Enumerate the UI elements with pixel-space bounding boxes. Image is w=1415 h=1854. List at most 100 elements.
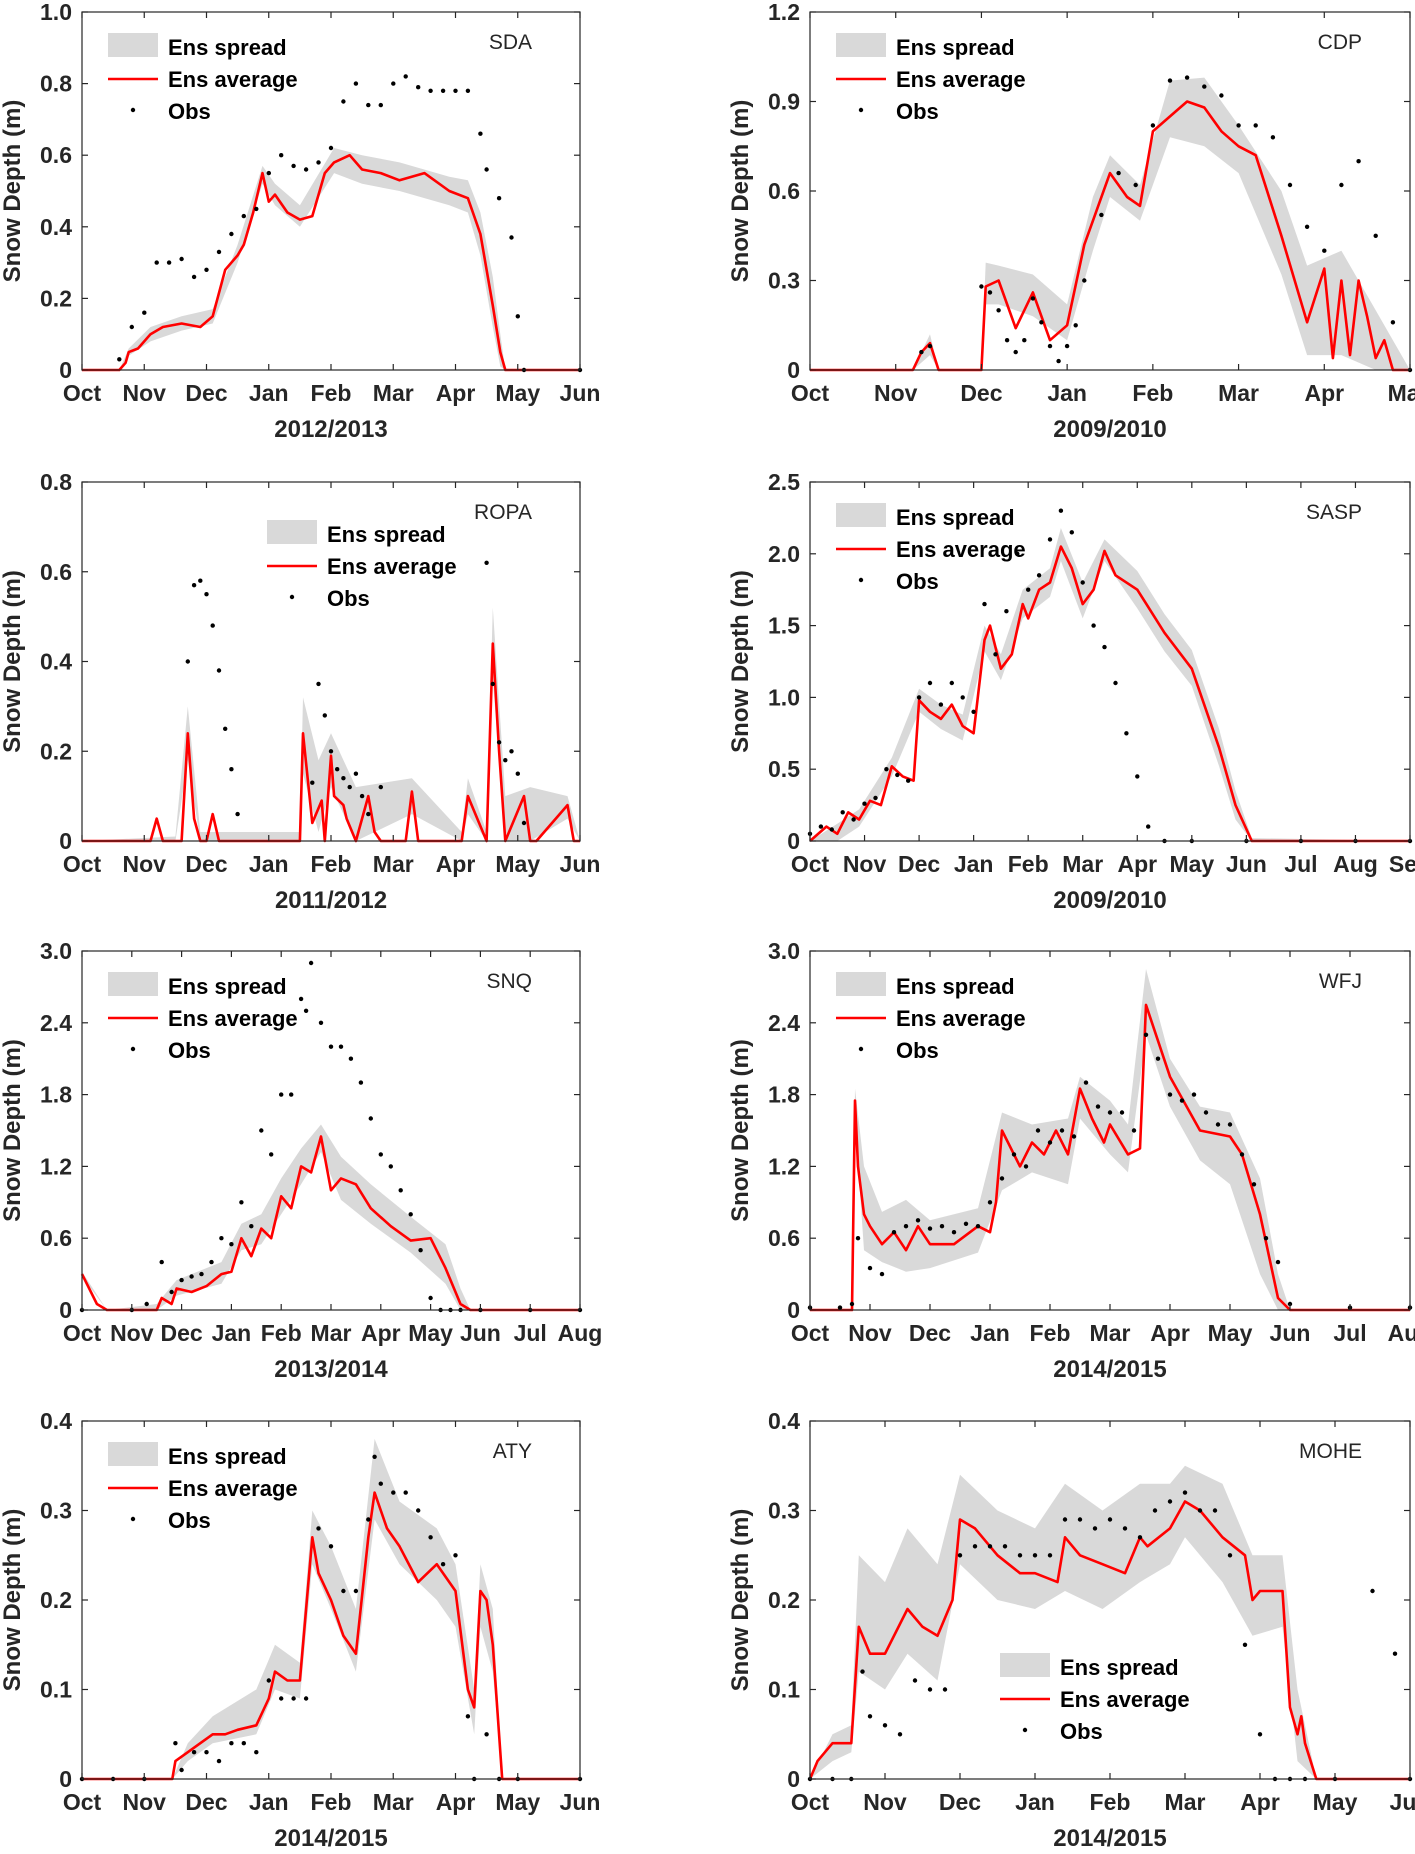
obs-point bbox=[453, 88, 458, 94]
obs-point bbox=[1219, 93, 1224, 98]
obs-point bbox=[1116, 170, 1121, 176]
obs-point bbox=[144, 1301, 149, 1307]
legend-label: Ens average bbox=[896, 67, 1026, 92]
x-tick-label: Oct bbox=[63, 380, 102, 406]
obs-point bbox=[328, 145, 334, 151]
site-label: CDP bbox=[1318, 31, 1362, 54]
obs-point bbox=[1227, 1122, 1233, 1127]
obs-point bbox=[1203, 1110, 1209, 1115]
y-tick-label: 0.5 bbox=[768, 756, 800, 782]
legend-spread-swatch bbox=[836, 33, 886, 57]
obs-point bbox=[1167, 1092, 1173, 1097]
obs-point bbox=[191, 1750, 197, 1755]
obs-point bbox=[204, 267, 209, 272]
x-tick-label: Jul bbox=[514, 1320, 547, 1346]
obs-point bbox=[1236, 123, 1241, 128]
legend-label: Ens average bbox=[327, 554, 457, 579]
x-tick-label: Feb bbox=[311, 1789, 352, 1815]
x-tick-label: Jan bbox=[1047, 380, 1087, 406]
obs-point bbox=[860, 1669, 865, 1674]
obs-point bbox=[1056, 358, 1061, 364]
x-tick-label: Dec bbox=[960, 380, 1002, 406]
obs-point bbox=[1191, 1092, 1197, 1097]
obs-point bbox=[303, 167, 309, 172]
obs-point bbox=[391, 1490, 396, 1495]
obs-point bbox=[179, 1767, 184, 1773]
obs-point bbox=[368, 1116, 373, 1121]
x-tick-label: Jan bbox=[212, 1320, 252, 1346]
obs-point bbox=[987, 1544, 993, 1549]
y-tick-label: 3.0 bbox=[768, 938, 800, 964]
site-label: MOHE bbox=[1299, 1440, 1362, 1463]
site-label: ROPA bbox=[474, 501, 532, 524]
x-tick-label: Apr bbox=[1150, 1320, 1190, 1346]
obs-point bbox=[916, 695, 922, 700]
obs-point bbox=[1119, 1110, 1125, 1115]
obs-point bbox=[1047, 537, 1053, 542]
obs-point bbox=[335, 767, 340, 772]
x-tick-label: Mar bbox=[373, 380, 414, 406]
obs-point bbox=[229, 231, 234, 237]
obs-point bbox=[185, 659, 190, 664]
obs-point bbox=[328, 1044, 334, 1049]
x-tick-label: Jul bbox=[1284, 851, 1317, 877]
obs-point bbox=[490, 681, 495, 687]
obs-point bbox=[979, 284, 984, 289]
obs-point bbox=[428, 1295, 433, 1301]
y-tick-label: 2.4 bbox=[40, 1010, 72, 1036]
obs-point bbox=[465, 1714, 471, 1719]
obs-point bbox=[254, 206, 259, 212]
obs-point bbox=[938, 702, 944, 707]
obs-point bbox=[515, 314, 520, 319]
x-tick-label: May bbox=[1313, 1789, 1358, 1815]
y-axis-label: Snow Depth (m) bbox=[0, 100, 26, 283]
obs-point bbox=[1251, 1182, 1257, 1187]
x-tick-label: Aug bbox=[1388, 1320, 1415, 1346]
y-tick-label: 0 bbox=[59, 357, 72, 383]
x-tick-label: Jan bbox=[1015, 1789, 1055, 1815]
obs-point bbox=[341, 776, 346, 781]
obs-point bbox=[117, 357, 122, 362]
y-tick-label: 1.0 bbox=[40, 0, 72, 25]
obs-point bbox=[216, 1758, 222, 1764]
obs-point bbox=[1099, 212, 1104, 218]
y-tick-label: 0.9 bbox=[768, 89, 800, 115]
y-tick-label: 0.6 bbox=[768, 178, 800, 204]
obs-point bbox=[199, 1271, 204, 1277]
obs-point bbox=[1133, 182, 1138, 188]
x-tick-label: May bbox=[1208, 1320, 1253, 1346]
x-tick-label: Feb bbox=[311, 851, 352, 877]
obs-point bbox=[1392, 1651, 1398, 1656]
obs-point bbox=[1107, 1517, 1113, 1522]
obs-point bbox=[1035, 1128, 1041, 1133]
y-axis-label: Snow Depth (m) bbox=[0, 1039, 26, 1222]
legend: Ens spread Ens average Obs bbox=[108, 33, 298, 124]
obs-point bbox=[269, 1152, 274, 1157]
x-tick-label: Mar bbox=[373, 851, 414, 877]
obs-point bbox=[484, 167, 489, 172]
y-axis-label: Snow Depth (m) bbox=[0, 1509, 26, 1692]
obs-point bbox=[1077, 1517, 1083, 1522]
obs-point bbox=[987, 1200, 993, 1205]
x-tick-label: Jun bbox=[560, 851, 601, 877]
obs-point bbox=[216, 249, 222, 255]
y-tick-label: 1.2 bbox=[768, 1153, 800, 1179]
obs-point bbox=[912, 1678, 918, 1683]
obs-point bbox=[372, 1454, 377, 1460]
plot-area bbox=[82, 12, 580, 370]
legend: Ens spread Ens average Obs bbox=[1000, 1653, 1190, 1744]
obs-point bbox=[440, 1562, 446, 1567]
obs-point bbox=[1275, 1259, 1281, 1265]
obs-point bbox=[298, 996, 304, 1002]
legend-label: Ens average bbox=[168, 67, 298, 92]
y-tick-label: 0.2 bbox=[768, 1587, 800, 1613]
x-tick-label: Apr bbox=[436, 851, 476, 877]
obs-point bbox=[963, 1221, 969, 1227]
obs-point bbox=[279, 1092, 284, 1097]
obs-point bbox=[484, 560, 489, 565]
obs-point bbox=[310, 780, 315, 785]
obs-point bbox=[465, 88, 471, 94]
obs-point bbox=[229, 767, 234, 772]
obs-point bbox=[1124, 731, 1129, 736]
y-tick-label: 1.5 bbox=[768, 613, 800, 639]
